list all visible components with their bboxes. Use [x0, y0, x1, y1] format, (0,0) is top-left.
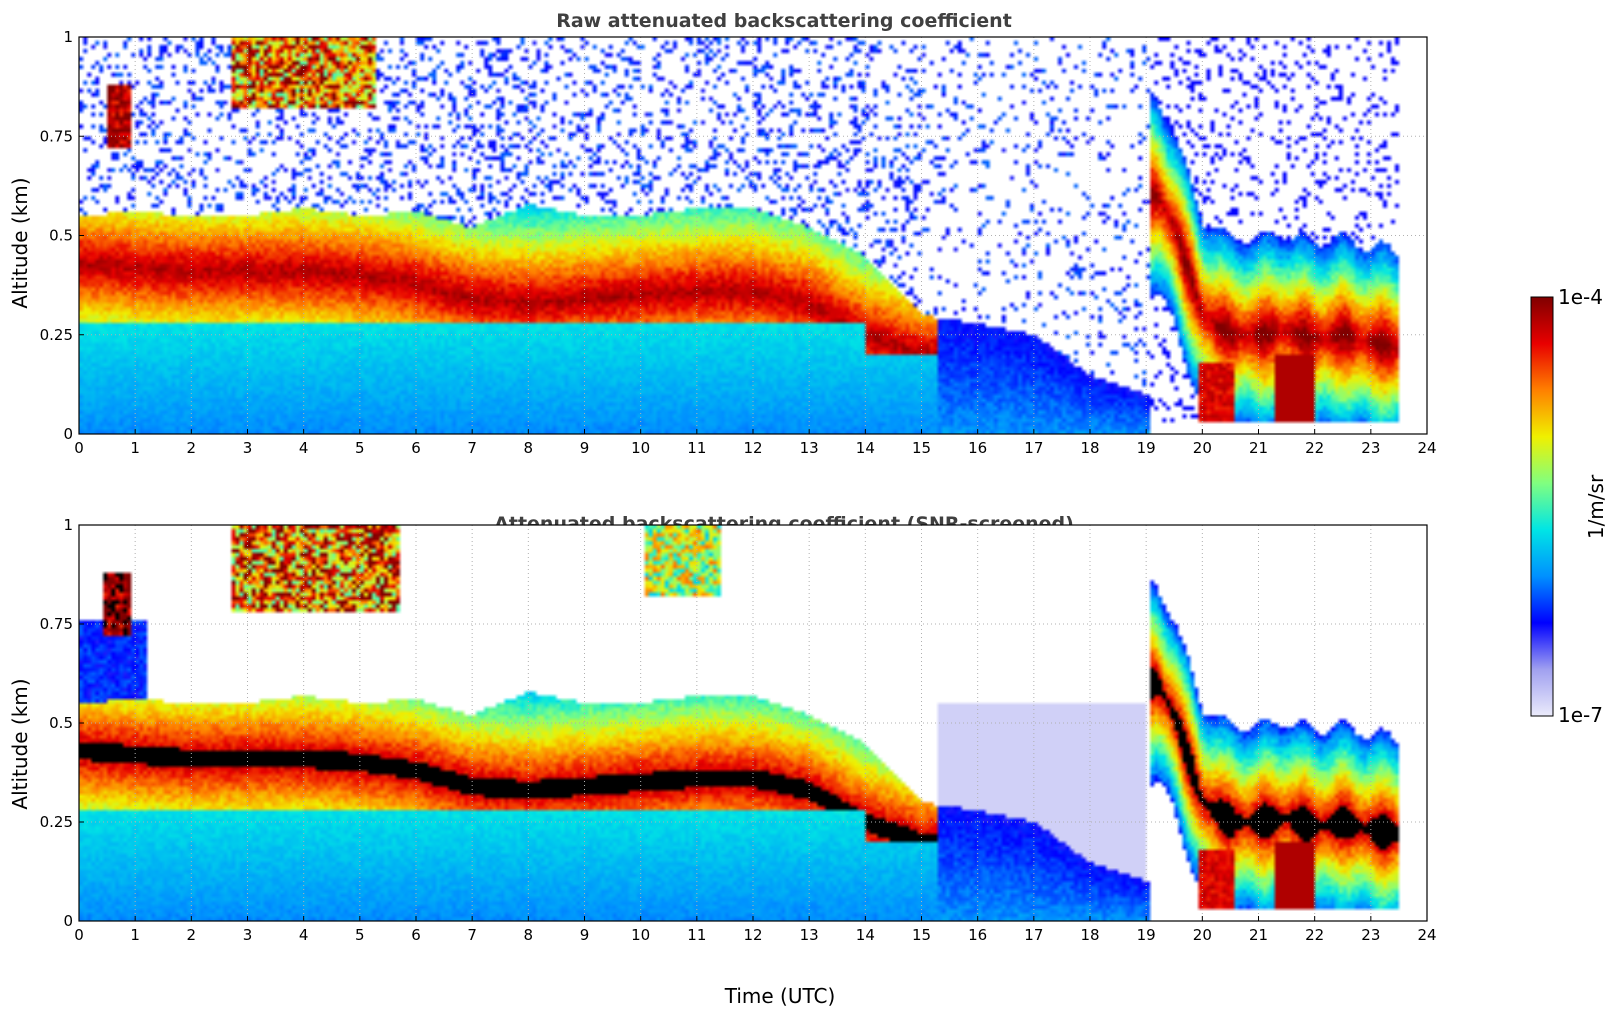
colorbar-unit-label: 1/m/sr	[1584, 474, 1608, 539]
y-axis-label: Altitude (km)	[8, 177, 32, 308]
colorbar-min-label: 1e-7	[1558, 703, 1603, 727]
y-tick-label: 0	[63, 425, 73, 443]
x-tick-label: 2	[187, 439, 197, 457]
y-tick-label: 0.75	[40, 615, 73, 633]
x-tick-label: 8	[524, 439, 534, 457]
y-tick-label: 0.5	[49, 714, 73, 732]
x-tick-label: 19	[1137, 439, 1156, 457]
x-tick-label: 10	[631, 439, 650, 457]
x-tick-label: 7	[467, 926, 477, 944]
x-tick-label: 3	[243, 439, 253, 457]
colorbar-max-label: 1e-4	[1558, 285, 1603, 309]
x-tick-label: 2	[187, 926, 197, 944]
x-tick-label: 1	[130, 926, 140, 944]
x-tick-label: 9	[580, 439, 590, 457]
x-tick-label: 17	[1024, 926, 1043, 944]
x-tick-label: 18	[1080, 439, 1099, 457]
x-tick-label: 4	[299, 439, 309, 457]
x-tick-label: 22	[1305, 926, 1324, 944]
x-tick-label: 17	[1024, 439, 1043, 457]
x-tick-label: 22	[1305, 439, 1324, 457]
x-tick-label: 23	[1361, 439, 1380, 457]
y-tick-label: 0.25	[40, 326, 73, 344]
y-tick-label: 0.75	[40, 127, 73, 145]
x-tick-label: 15	[912, 439, 931, 457]
x-tick-label: 6	[411, 439, 421, 457]
x-tick-label: 3	[243, 926, 253, 944]
screened-backscatter-panel: Attenuated backscattering coefficient (S…	[8, 513, 1437, 1008]
heatmap-area: 0 1 2 3 4 5 6 7 8 9 10 11 12 13 14 15 16 17 18 19 20 21 22 23 24…	[40, 28, 1437, 457]
x-tick-label: 7	[467, 439, 477, 457]
y-tick-label: 0.5	[49, 227, 73, 245]
x-tick-label: 4	[299, 926, 309, 944]
x-tick-label: 12	[743, 926, 762, 944]
x-tick-label: 10	[631, 926, 650, 944]
x-tick-label: 19	[1137, 926, 1156, 944]
x-axis-label: Time (UTC)	[724, 984, 836, 1008]
y-axis-label: Altitude (km)	[8, 678, 32, 809]
x-tick-label: 14	[856, 926, 875, 944]
x-tick-label: 9	[580, 926, 590, 944]
x-tick-label: 20	[1193, 439, 1212, 457]
y-tick-label: 1	[63, 516, 73, 534]
x-tick-label: 18	[1080, 926, 1099, 944]
x-tick-label: 20	[1193, 926, 1212, 944]
x-tick-label: 23	[1361, 926, 1380, 944]
raw-backscatter-panel: Raw attenuated backscattering coefficien…	[8, 10, 1437, 457]
x-tick-label: 0	[74, 439, 84, 457]
colorbar: 1e-4 1e-7 1/m/sr	[1530, 285, 1608, 727]
panel-title: Raw attenuated backscattering coefficien…	[556, 10, 1012, 32]
x-tick-label: 0	[74, 926, 84, 944]
x-tick-label: 13	[800, 926, 819, 944]
x-tick-label: 6	[411, 926, 421, 944]
colorbar-gradient	[1530, 296, 1554, 717]
y-tick-label: 0.25	[40, 813, 73, 831]
x-tick-label: 8	[524, 926, 534, 944]
x-tick-label: 24	[1417, 926, 1436, 944]
x-tick-label: 14	[856, 439, 875, 457]
x-tick-label: 1	[130, 439, 140, 457]
x-tick-label: 21	[1249, 926, 1268, 944]
y-tick-label: 0	[63, 912, 73, 930]
x-tick-label: 16	[968, 926, 987, 944]
x-tick-label: 11	[687, 439, 706, 457]
heatmap-image	[79, 37, 1427, 434]
x-tick-label: 5	[355, 926, 365, 944]
x-tick-label: 15	[912, 926, 931, 944]
x-tick-label: 12	[743, 439, 762, 457]
x-tick-label: 11	[687, 926, 706, 944]
x-tick-label: 13	[800, 439, 819, 457]
heatmap-area: 0 1 2 3 4 5 6 7 8 9 10 11 12 13 14 15 16 17 18 19 20 21 22 23 24…	[40, 516, 1437, 944]
x-tick-label: 21	[1249, 439, 1268, 457]
x-tick-label: 5	[355, 439, 365, 457]
x-tick-label: 24	[1417, 439, 1436, 457]
x-tick-label: 16	[968, 439, 987, 457]
y-tick-label: 1	[63, 28, 73, 46]
